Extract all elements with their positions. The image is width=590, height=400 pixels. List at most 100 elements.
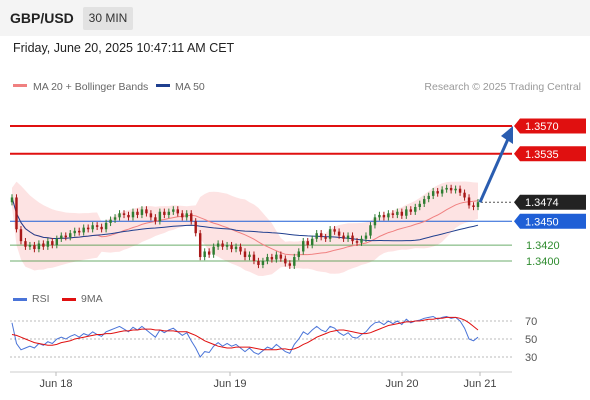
candle xyxy=(315,233,318,239)
forecast-arrow-head xyxy=(501,126,513,144)
candle xyxy=(414,207,417,212)
candle xyxy=(198,233,202,258)
candle xyxy=(158,211,162,222)
ma50-line xyxy=(11,197,479,242)
rsi-ma-legend-label: 9MA xyxy=(81,293,103,305)
candle xyxy=(15,197,18,230)
candle xyxy=(10,197,14,203)
candle xyxy=(234,246,238,250)
candle xyxy=(172,209,175,212)
candle xyxy=(212,246,215,255)
rsi-legend-label: RSI xyxy=(32,293,50,305)
ma20-legend-label: MA 20 + Bollinger Bands xyxy=(33,81,148,93)
candle xyxy=(467,197,471,206)
ma20-legend-swatch xyxy=(13,84,27,87)
candle xyxy=(297,251,300,258)
candle xyxy=(24,241,27,247)
rsi-level-label-30: 30 xyxy=(525,352,537,364)
candle xyxy=(275,254,278,260)
candle xyxy=(122,213,126,215)
candle xyxy=(163,211,166,215)
candle xyxy=(279,254,283,259)
candle xyxy=(382,214,386,218)
candle xyxy=(176,209,180,214)
candle xyxy=(77,230,81,233)
candle xyxy=(60,235,63,239)
rsi-level-label-50: 50 xyxy=(525,334,537,346)
candle xyxy=(154,217,157,222)
candle xyxy=(149,213,153,218)
candle xyxy=(355,241,359,243)
rsi-level-label-70: 70 xyxy=(525,316,537,328)
candle xyxy=(351,235,354,242)
level-label-1.3535: 1.3535 xyxy=(525,149,559,161)
x-tick-label: Jun 20 xyxy=(385,378,418,390)
candle xyxy=(423,199,426,204)
candle xyxy=(46,241,50,247)
candle xyxy=(418,203,421,207)
candle xyxy=(248,254,251,258)
candle xyxy=(145,209,148,214)
x-tick-label: Jun 21 xyxy=(463,378,496,390)
candle xyxy=(472,205,475,207)
candle xyxy=(360,238,363,243)
candle xyxy=(378,214,381,218)
candle xyxy=(310,238,314,246)
candle xyxy=(252,254,256,261)
candle xyxy=(203,251,206,258)
candle xyxy=(216,243,220,247)
candle xyxy=(458,188,462,193)
ma50-legend-label: MA 50 xyxy=(175,81,205,93)
candle xyxy=(221,243,224,247)
candle xyxy=(140,209,144,215)
level-tag-1.3450 xyxy=(514,213,586,229)
candle xyxy=(342,235,345,239)
candle xyxy=(91,225,94,230)
level-label-1.3474: 1.3474 xyxy=(525,197,559,209)
candle xyxy=(391,213,395,215)
candle xyxy=(431,191,435,196)
candle xyxy=(82,227,85,233)
rsi-ma-line xyxy=(11,316,479,351)
forecast-arrow-shaft xyxy=(478,138,510,203)
candle xyxy=(185,213,188,218)
candle xyxy=(288,263,292,266)
candle xyxy=(109,219,112,223)
candle xyxy=(257,261,260,265)
level-label-1.3450: 1.3450 xyxy=(525,216,559,228)
candle xyxy=(167,211,171,215)
candle xyxy=(328,229,332,239)
candle xyxy=(190,213,193,222)
candle xyxy=(261,261,265,265)
bollinger-band xyxy=(12,181,478,276)
candle xyxy=(104,222,108,230)
x-tick-label: Jun 18 xyxy=(39,378,72,390)
candle xyxy=(86,227,90,230)
candle xyxy=(33,245,36,250)
candle xyxy=(243,251,247,258)
level-tag-1.3570 xyxy=(514,118,586,134)
candle xyxy=(136,211,139,215)
candle xyxy=(194,221,197,234)
candle xyxy=(436,191,439,194)
candle xyxy=(337,231,341,236)
candle xyxy=(409,209,413,212)
candle xyxy=(476,202,480,207)
candle xyxy=(396,211,399,215)
candle xyxy=(387,213,390,218)
candle xyxy=(73,230,76,234)
timeframe-button[interactable]: 30 MIN xyxy=(83,7,133,30)
candle xyxy=(55,238,59,246)
chart-datetime: Friday, June 20, 2025 10:47:11 AM CET xyxy=(13,41,235,55)
candle xyxy=(225,245,229,247)
level-label-1.3400: 1.3400 xyxy=(526,256,560,268)
candle xyxy=(463,192,466,198)
ma50-legend-swatch xyxy=(156,84,170,87)
candle xyxy=(373,217,377,226)
candle xyxy=(100,226,103,230)
candle xyxy=(405,209,408,216)
candle xyxy=(306,241,309,246)
candle xyxy=(319,233,323,238)
candle xyxy=(37,243,41,250)
